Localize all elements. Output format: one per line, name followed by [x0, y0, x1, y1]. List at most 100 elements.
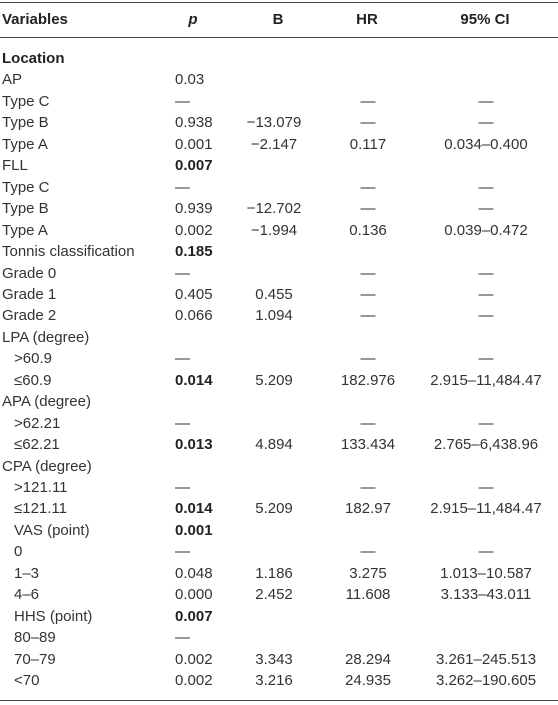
value-cell: — — [360, 200, 376, 218]
header-cell: Variables — [2, 11, 68, 28]
value-cell: 0.048 — [175, 564, 213, 582]
variable-cell: Grade 2 — [2, 307, 57, 325]
variable-cell: 1–3 — [14, 564, 40, 582]
value-cell: 0.013 — [175, 436, 213, 454]
value-cell: 133.434 — [340, 436, 396, 454]
value-cell: — — [360, 350, 376, 368]
value-cell: 0.938 — [175, 114, 213, 132]
value-cell: 5.209 — [255, 500, 293, 518]
value-cell: — — [478, 479, 494, 496]
value-cell: 2.452 — [255, 586, 293, 604]
value-cell: — — [175, 414, 190, 432]
value-cell: 0.136 — [349, 221, 387, 239]
value-cell: 11.608 — [345, 586, 391, 604]
value-cell: 0.000 — [175, 586, 213, 604]
value-cell: — — [360, 307, 376, 325]
variable-cell: 0 — [14, 543, 23, 561]
value-cell: 0.405 — [175, 285, 213, 303]
value-cell: — — [175, 479, 190, 496]
header-rule — [0, 37, 558, 38]
header-cell: B — [272, 11, 284, 28]
variable-cell: LPA (degree) — [2, 328, 90, 346]
value-cell: — — [360, 264, 376, 282]
value-cell: — — [478, 114, 494, 132]
variable-cell: Type C — [2, 92, 50, 110]
value-cell: 0.007 — [175, 607, 213, 625]
value-cell: — — [360, 92, 376, 110]
variable-cell: APA (degree) — [2, 393, 91, 411]
variable-cell: >121.11 — [14, 479, 68, 496]
value-cell: — — [360, 414, 376, 432]
top-rule — [0, 2, 558, 3]
value-cell: −2.147 — [250, 135, 298, 153]
variable-cell: Type C — [2, 178, 50, 196]
value-cell: — — [360, 479, 376, 496]
variable-cell: Type B — [2, 114, 49, 132]
variable-cell: Type B — [2, 200, 49, 218]
value-cell: 2.765–6,438.96 — [433, 436, 539, 454]
value-cell: — — [478, 92, 494, 110]
variable-cell: <70 — [14, 672, 40, 690]
value-cell: — — [175, 92, 190, 110]
value-cell: 2.915–11,484.47 — [430, 371, 542, 389]
value-cell: 3.216 — [255, 672, 293, 690]
value-cell: 0.001 — [175, 521, 213, 539]
value-cell: 3.133–43.011 — [440, 586, 532, 604]
value-cell: 28.294 — [345, 650, 391, 668]
value-cell: −13.079 — [246, 114, 302, 132]
variable-cell: >60.9 — [14, 350, 52, 368]
value-cell: — — [360, 543, 376, 561]
value-cell: 1.094 — [255, 307, 293, 325]
value-cell: — — [175, 350, 190, 368]
variable-cell: CPA (degree) — [2, 457, 92, 475]
variable-cell: Type A — [2, 221, 48, 239]
variable-cell: Location — [2, 50, 65, 67]
variable-cell: 80–89 — [14, 629, 56, 647]
value-cell: 0.455 — [255, 285, 293, 303]
variable-cell: FLL — [2, 157, 28, 175]
value-cell: 0.002 — [175, 672, 213, 690]
variable-cell: Grade 1 — [2, 285, 57, 303]
value-cell: — — [478, 285, 494, 303]
value-cell: 0.066 — [175, 307, 213, 325]
variable-cell: Type A — [2, 135, 48, 153]
value-cell: 0.007 — [175, 157, 213, 175]
header-cell: HR — [356, 11, 378, 28]
value-cell: 182.97 — [345, 500, 391, 518]
variable-cell: VAS (point) — [14, 521, 90, 539]
value-cell: 0.03 — [175, 71, 205, 89]
value-cell: 3.262–190.605 — [435, 672, 537, 690]
value-cell: 0.939 — [175, 200, 213, 218]
value-cell: — — [175, 543, 190, 561]
value-cell: 0.014 — [175, 500, 213, 518]
value-cell: — — [175, 629, 190, 647]
value-cell: −12.702 — [246, 200, 302, 218]
value-cell: — — [478, 543, 494, 561]
value-cell: — — [360, 178, 376, 196]
value-cell: 3.343 — [255, 650, 293, 668]
value-cell: 0.034–0.400 — [444, 135, 528, 153]
bottom-rule — [0, 700, 558, 701]
value-cell: — — [360, 285, 376, 303]
value-cell: — — [478, 178, 494, 196]
header-cell: 95% CI — [460, 11, 510, 28]
value-cell: — — [360, 114, 376, 132]
value-cell: — — [478, 350, 494, 368]
value-cell: 1.013–10.587 — [440, 564, 532, 582]
value-cell: 2.915–11,484.47 — [430, 500, 542, 518]
value-cell: 5.209 — [255, 371, 293, 389]
value-cell: 24.935 — [345, 672, 391, 690]
value-cell: — — [175, 264, 190, 282]
value-cell: 0.039–0.472 — [444, 221, 528, 239]
variable-cell: ≤62.21 — [14, 436, 60, 454]
value-cell: — — [478, 264, 494, 282]
value-cell: 0.014 — [175, 371, 213, 389]
value-cell: 4.894 — [255, 436, 293, 454]
variable-cell: ≤121.11 — [14, 500, 67, 518]
value-cell: −1.994 — [250, 221, 298, 239]
value-cell: — — [175, 178, 190, 196]
value-cell: 1.186 — [255, 564, 293, 582]
value-cell: — — [478, 200, 494, 218]
value-cell: — — [478, 414, 494, 432]
